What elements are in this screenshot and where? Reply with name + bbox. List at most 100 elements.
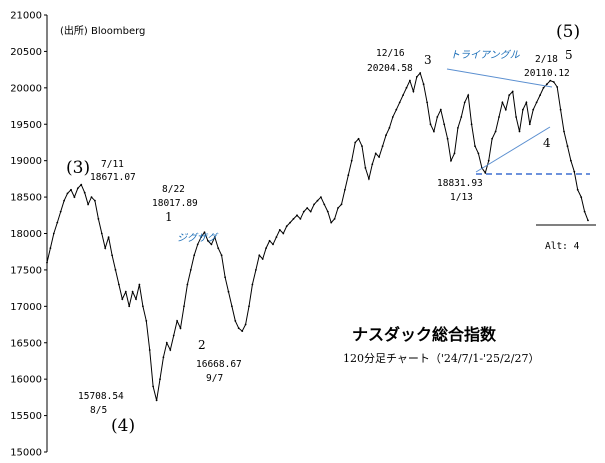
price-point — [354, 141, 357, 144]
peak-3-date: 7/11 — [101, 159, 124, 170]
price-point — [347, 174, 350, 177]
price-point — [549, 79, 552, 82]
price-point — [203, 231, 206, 234]
price-point — [573, 170, 576, 173]
price-point — [409, 79, 411, 82]
price-point — [179, 327, 182, 330]
price-point — [580, 196, 583, 199]
price-point — [275, 236, 278, 239]
y-tick-label: 18500 — [10, 193, 42, 204]
price-point — [439, 108, 442, 111]
price-point — [272, 243, 274, 246]
price-point — [111, 254, 113, 257]
price-point — [306, 207, 309, 209]
price-point — [59, 210, 62, 213]
y-tick-label: 20000 — [10, 83, 42, 94]
price-point — [87, 203, 89, 206]
price-point — [320, 196, 322, 199]
price-point — [330, 221, 333, 224]
price-point — [207, 239, 209, 242]
price-point — [501, 101, 504, 104]
y-tick-label: 15500 — [10, 411, 42, 422]
price-point — [135, 298, 137, 300]
price-point — [63, 199, 65, 202]
price-point — [395, 108, 398, 111]
price-point — [566, 145, 569, 148]
price-point — [309, 210, 312, 213]
price-point — [381, 145, 384, 148]
price-point — [467, 94, 470, 96]
price-point — [90, 196, 93, 199]
price-point — [148, 349, 151, 351]
price-point — [436, 116, 439, 118]
triangle-upper-line — [446, 68, 553, 88]
price-point — [587, 219, 589, 222]
price-point — [415, 76, 418, 78]
alt-4-label: Alt: 4 — [545, 241, 580, 252]
price-point — [124, 290, 127, 293]
price-point — [344, 188, 346, 191]
price-point — [114, 269, 117, 271]
price-point — [193, 254, 196, 257]
peak-3-value: 18671.07 — [90, 172, 136, 183]
price-point — [155, 399, 158, 402]
price-point — [251, 283, 254, 286]
price-point — [518, 130, 521, 133]
price-point — [172, 334, 175, 337]
wave-4-date: 1/13 — [450, 192, 473, 203]
price-point — [268, 239, 271, 242]
wave-2-date: 9/7 — [206, 373, 223, 384]
price-point — [234, 320, 237, 322]
wave-1-date: 8/22 — [162, 184, 185, 195]
wave-1-value: 18017.89 — [152, 198, 198, 209]
price-point — [453, 152, 456, 155]
price-point — [183, 305, 185, 308]
price-point — [118, 283, 120, 286]
price-point — [563, 130, 565, 133]
price-point — [46, 261, 48, 264]
price-point — [83, 191, 86, 194]
wave-4-label: 4 — [543, 136, 551, 150]
price-point — [337, 207, 339, 209]
price-point — [576, 188, 579, 191]
price-point — [405, 86, 408, 89]
price-point — [145, 320, 148, 322]
price-point — [66, 192, 69, 195]
y-tick-label: 18000 — [10, 229, 42, 240]
price-point — [361, 145, 363, 148]
price-point — [313, 203, 315, 206]
price-point — [556, 86, 559, 88]
price-point — [508, 94, 511, 96]
price-point — [326, 210, 329, 213]
price-point — [104, 247, 107, 250]
price-point — [422, 83, 425, 86]
price-series-points — [46, 72, 589, 402]
price-point — [402, 94, 404, 96]
price-point — [525, 101, 528, 104]
price-point — [94, 199, 96, 202]
wave-5-value: 20110.12 — [524, 68, 570, 79]
price-point — [278, 229, 281, 231]
wave-5-paren-label: (5) — [556, 22, 580, 42]
wave-2-value: 16668.67 — [196, 359, 242, 370]
price-point — [511, 90, 514, 93]
price-point — [142, 305, 144, 308]
price-point — [470, 123, 473, 126]
price-point — [443, 123, 446, 126]
price-point — [374, 152, 377, 155]
price-point — [477, 152, 480, 155]
price-point — [333, 218, 336, 220]
price-point — [460, 116, 463, 118]
triangle-lower-line — [475, 126, 551, 173]
price-point — [450, 159, 452, 162]
price-point — [364, 167, 367, 169]
price-point — [231, 305, 233, 308]
y-tick-label: 19500 — [10, 120, 42, 131]
price-point — [261, 258, 264, 260]
price-point — [463, 101, 466, 104]
price-point — [138, 283, 141, 286]
y-tick-label: 17500 — [10, 265, 42, 276]
price-point — [484, 172, 487, 174]
price-point — [131, 290, 134, 293]
